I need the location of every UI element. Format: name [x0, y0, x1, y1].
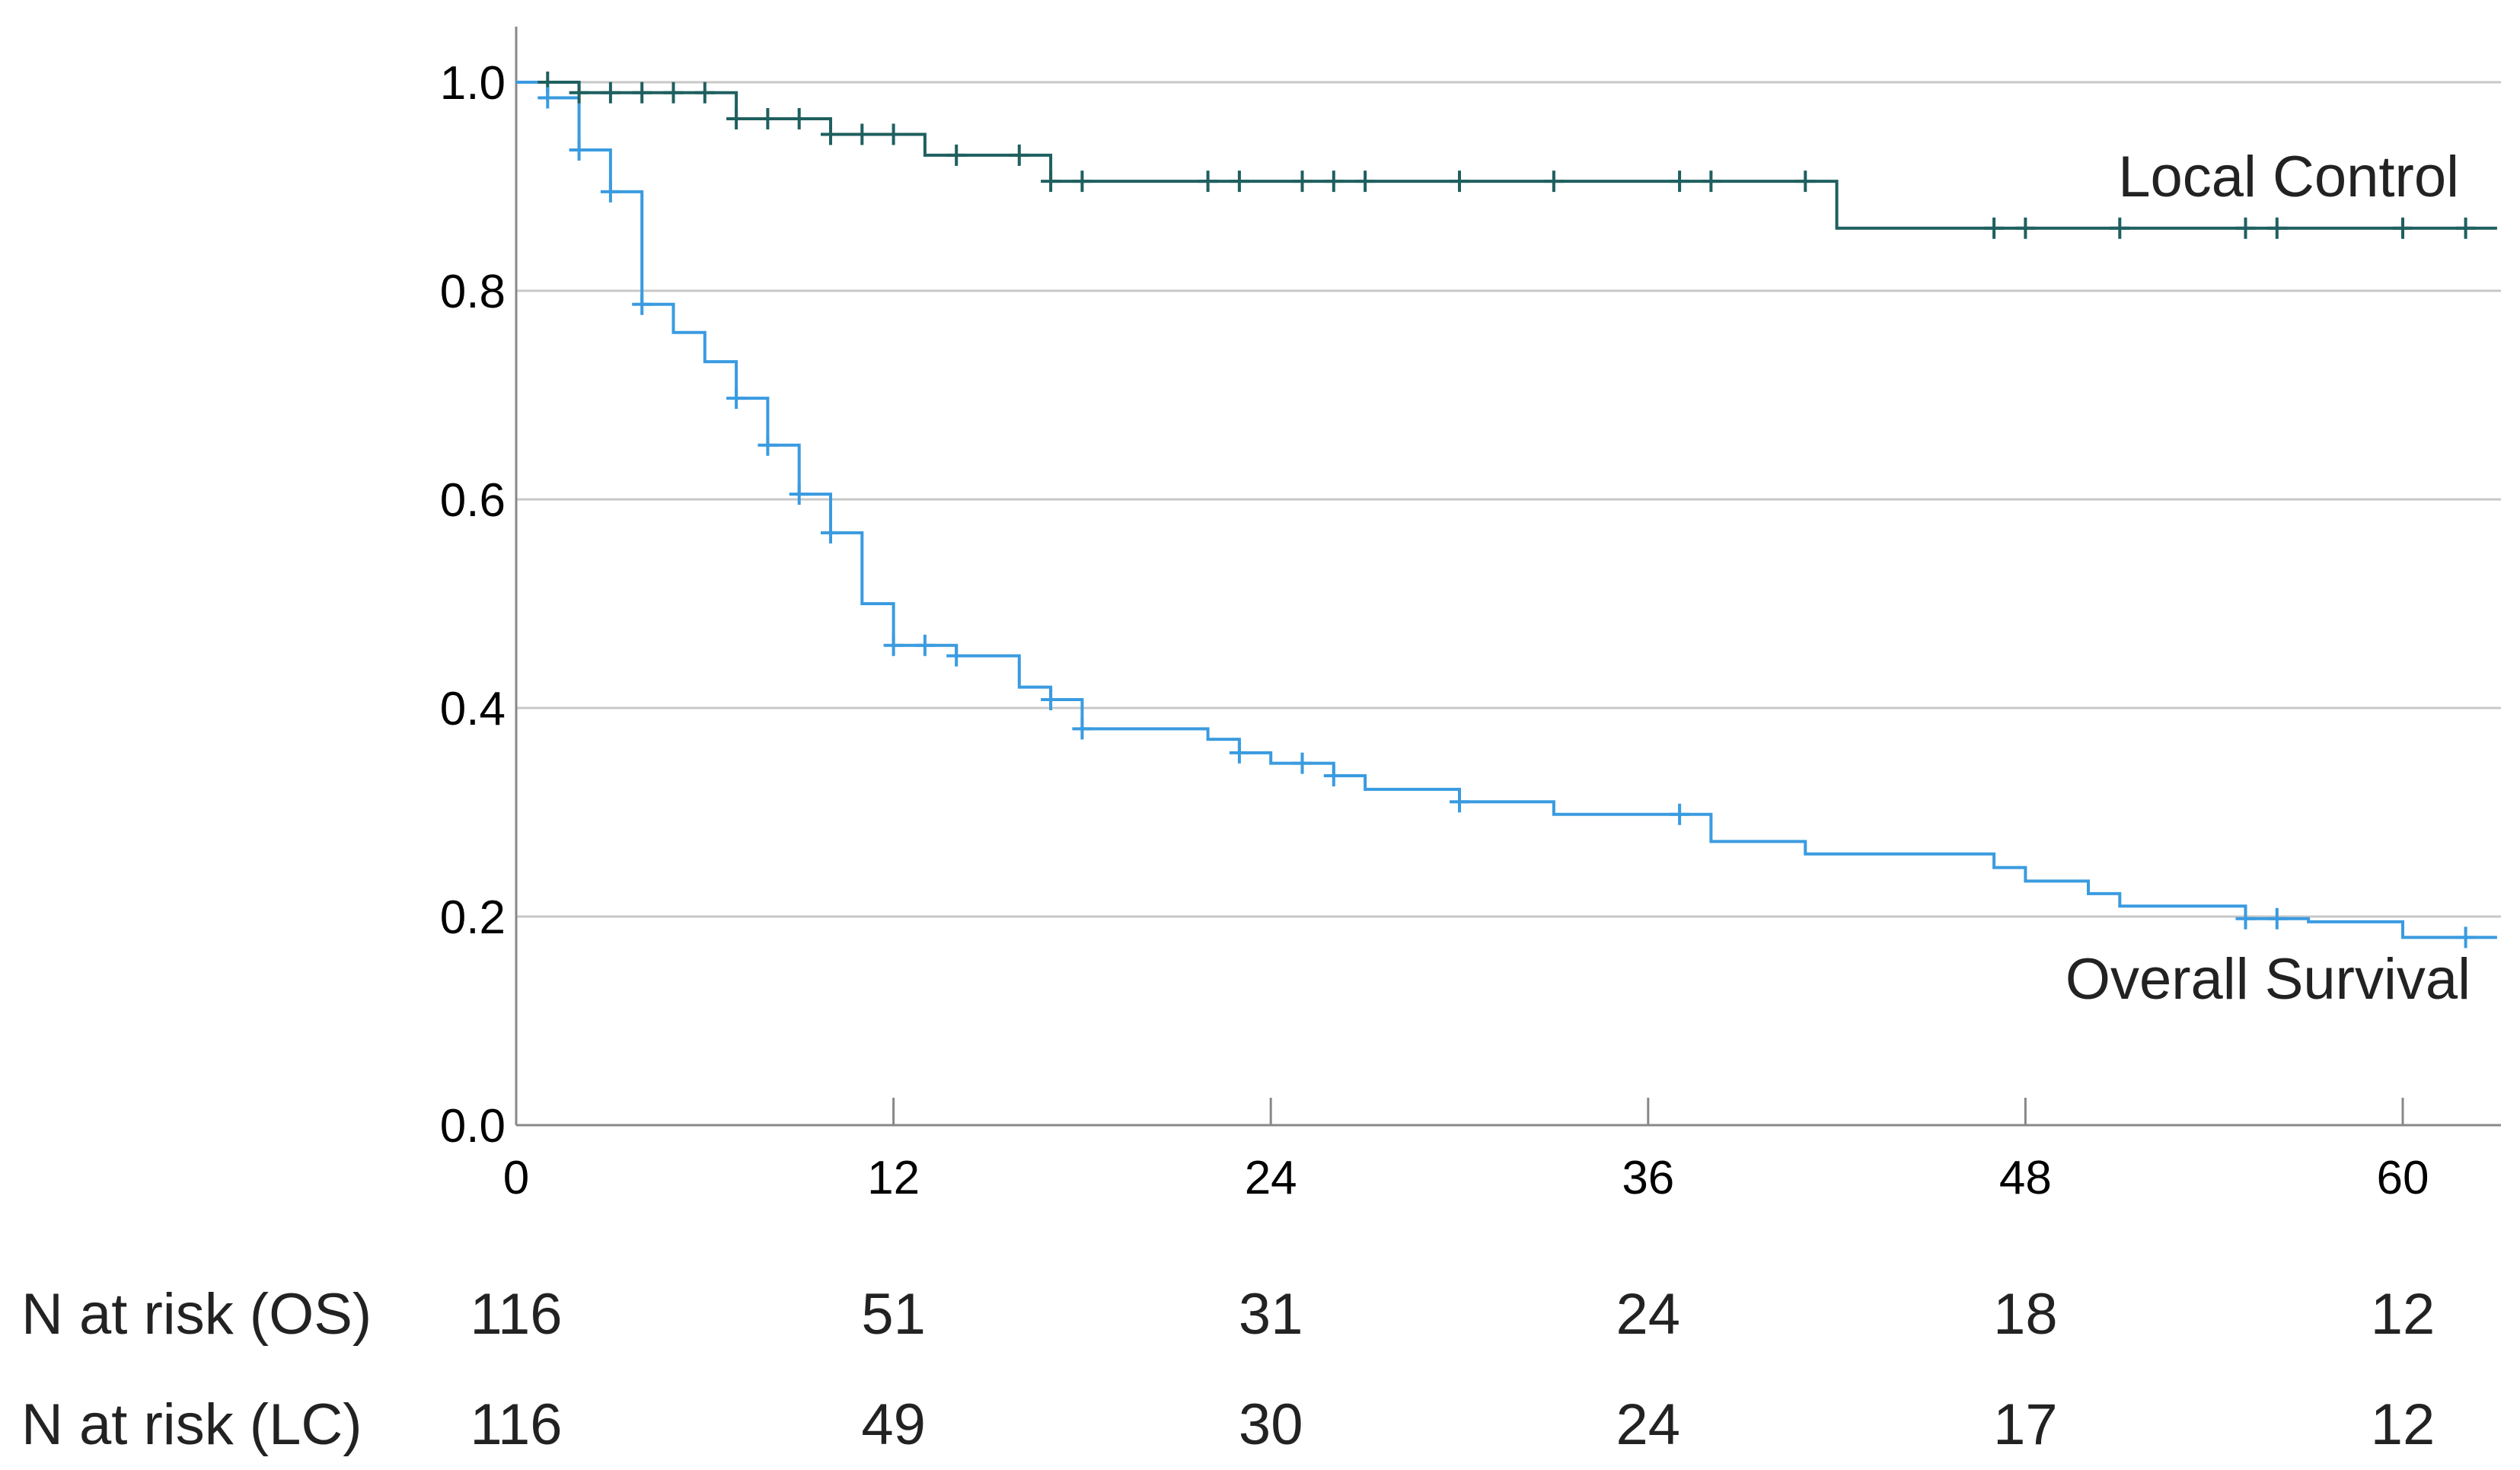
- censor-mark-os-3: [632, 293, 652, 315]
- risk-row-label-0: N at risk (OS): [21, 1282, 372, 1347]
- censor-mark-os-12: [1072, 718, 1093, 740]
- risk-value-1-1: 49: [861, 1392, 926, 1457]
- censor-mark-os-11: [1041, 689, 1061, 711]
- censor-mark-lc-12: [946, 144, 967, 166]
- censor-mark-lc-31: [2393, 217, 2413, 239]
- censor-mark-os-8: [883, 634, 904, 656]
- censor-mark-lc-17: [1229, 171, 1249, 193]
- censor-mark-os-7: [821, 521, 841, 544]
- risk-value-0-5: 12: [2371, 1282, 2435, 1347]
- y-tick-label-0.2: 0.2: [440, 891, 506, 944]
- censor-mark-os-16: [1450, 791, 1469, 813]
- censor-mark-lc-18: [1292, 171, 1313, 193]
- censor-mark-lc-23: [1670, 171, 1690, 193]
- risk-value-0-3: 24: [1616, 1282, 1681, 1347]
- y-tick-label-0.0: 0.0: [440, 1100, 506, 1153]
- censor-mark-lc-1: [569, 81, 589, 104]
- censor-mark-lc-3: [632, 81, 652, 104]
- censor-mark-lc-15: [1072, 171, 1093, 193]
- censor-mark-lc-14: [1041, 171, 1061, 193]
- censor-mark-os-20: [2455, 926, 2476, 949]
- censor-mark-lc-5: [694, 81, 715, 104]
- censor-mark-os-6: [789, 483, 809, 505]
- y-tick-label-0.8: 0.8: [440, 266, 506, 318]
- censor-mark-os-1: [569, 139, 589, 161]
- censor-mark-lc-7: [758, 107, 778, 129]
- censor-mark-lc-6: [726, 107, 747, 129]
- x-axis-ticks: 0 12 24 36 48 60: [503, 1098, 2429, 1204]
- risk-value-0-4: 18: [1993, 1282, 2058, 1347]
- censor-mark-lc-25: [1795, 171, 1816, 193]
- censor-mark-lc-2: [600, 81, 620, 104]
- censor-mark-os-18: [2235, 907, 2256, 930]
- risk-row-label-1: N at risk (LC): [21, 1392, 362, 1457]
- censor-mark-lc-29: [2235, 217, 2256, 239]
- censor-mark-lc-10: [852, 123, 872, 145]
- x-tick-label-24: 24: [1245, 1152, 1297, 1204]
- censor-mark-os-9: [914, 634, 935, 656]
- censor-mark-lc-4: [663, 81, 684, 104]
- x-tick-label-0: 0: [503, 1152, 529, 1204]
- label-local-control: Local Control: [2118, 145, 2459, 209]
- censor-mark-lc-8: [789, 107, 809, 129]
- censor-mark-lc-26: [1984, 217, 2005, 239]
- grid-lines: [516, 81, 2501, 918]
- censor-mark-lc-16: [1198, 171, 1218, 193]
- censor-mark-lc-27: [2015, 217, 2036, 239]
- x-tick-label-60: 60: [2377, 1152, 2429, 1204]
- x-tick-label-48: 48: [1999, 1152, 2052, 1204]
- censor-mark-lc-21: [1450, 171, 1469, 193]
- censor-mark-lc-13: [1009, 144, 1029, 166]
- censor-mark-os-2: [600, 180, 620, 202]
- censor-mark-lc-11: [883, 123, 904, 145]
- censor-mark-os-19: [2266, 907, 2287, 930]
- risk-value-1-3: 24: [1616, 1392, 1681, 1457]
- censor-marks: [537, 72, 2476, 949]
- censor-mark-lc-30: [2266, 217, 2287, 239]
- censor-mark-lc-9: [821, 123, 841, 145]
- risk-value-1-5: 12: [2371, 1392, 2435, 1457]
- axes: [515, 27, 2501, 1127]
- curve-os: [516, 81, 2497, 939]
- risk-value-1-2: 30: [1239, 1392, 1303, 1457]
- censor-mark-os-4: [726, 387, 747, 410]
- censor-mark-os-14: [1292, 752, 1313, 774]
- censor-mark-lc-32: [2455, 217, 2476, 239]
- risk-value-0-0: 116: [470, 1282, 562, 1347]
- x-tick-label-12: 12: [867, 1152, 920, 1204]
- censor-mark-os-10: [946, 645, 967, 667]
- censor-mark-lc-22: [1543, 171, 1564, 193]
- censor-mark-os-15: [1323, 765, 1344, 787]
- x-tick-label-36: 36: [1622, 1152, 1674, 1204]
- censor-mark-lc-19: [1323, 171, 1344, 193]
- curve-labels: Local Control Overall Survival: [2065, 145, 2471, 1012]
- y-tick-label-0.4: 0.4: [440, 683, 506, 735]
- censor-mark-os-5: [758, 434, 778, 456]
- censor-mark-os-17: [1670, 803, 1690, 825]
- risk-table: N at risk (OS) 116 51 31 24 18 12 N at risk (LC…: [21, 1282, 2435, 1457]
- y-tick-label-1.0: 1.0: [440, 57, 506, 110]
- censor-mark-lc-28: [2110, 217, 2130, 239]
- censor-mark-os-0: [537, 87, 558, 109]
- censor-mark-lc-20: [1355, 171, 1376, 193]
- risk-value-0-1: 51: [861, 1282, 926, 1347]
- survival-curves: [516, 81, 2497, 939]
- risk-value-1-0: 116: [470, 1392, 562, 1457]
- y-tick-label-0.6: 0.6: [440, 474, 506, 527]
- censor-mark-lc-24: [1701, 171, 1721, 193]
- y-axis-ticks: 0.0 0.2 0.4 0.6 0.8 1.0: [440, 57, 506, 1153]
- label-overall-survival: Overall Survival: [2065, 947, 2471, 1012]
- risk-value-1-4: 17: [1993, 1392, 2058, 1457]
- censor-mark-os-13: [1229, 741, 1249, 764]
- risk-value-0-2: 31: [1239, 1282, 1303, 1347]
